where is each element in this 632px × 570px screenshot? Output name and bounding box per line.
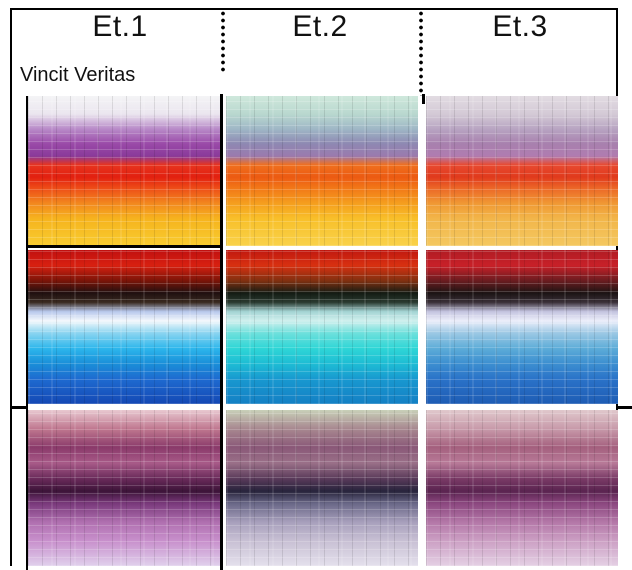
tile-row1-col2 — [226, 96, 418, 246]
grid-line-col2-top — [422, 94, 425, 104]
tile-row2-col3 — [426, 250, 618, 404]
grid-line-row2-right-tick — [618, 406, 632, 409]
column-title-2: Et.2 — [292, 10, 348, 43]
tile-row1-col1 — [28, 96, 220, 246]
column-divider-dots-1 — [221, 10, 225, 74]
grid-line-col1-right — [220, 94, 223, 570]
tile-row3-col2 — [226, 410, 418, 566]
column-divider-dots-2 — [419, 10, 423, 96]
tile-row3-col3 — [426, 410, 618, 566]
tile-row3-col1 — [28, 410, 220, 566]
grid-line-left — [26, 96, 28, 570]
column-title-1: Et.1 — [92, 10, 148, 43]
grid-line-row2-left-tick — [10, 406, 26, 409]
subtitle-label: Vincit Veritas — [20, 64, 136, 86]
tile-row2-col1 — [28, 250, 220, 404]
tile-row1-col3 — [426, 96, 618, 246]
grid-line-row1-bottom — [26, 245, 222, 248]
column-title-3: Et.3 — [492, 10, 548, 43]
tile-row2-col2 — [226, 250, 418, 404]
